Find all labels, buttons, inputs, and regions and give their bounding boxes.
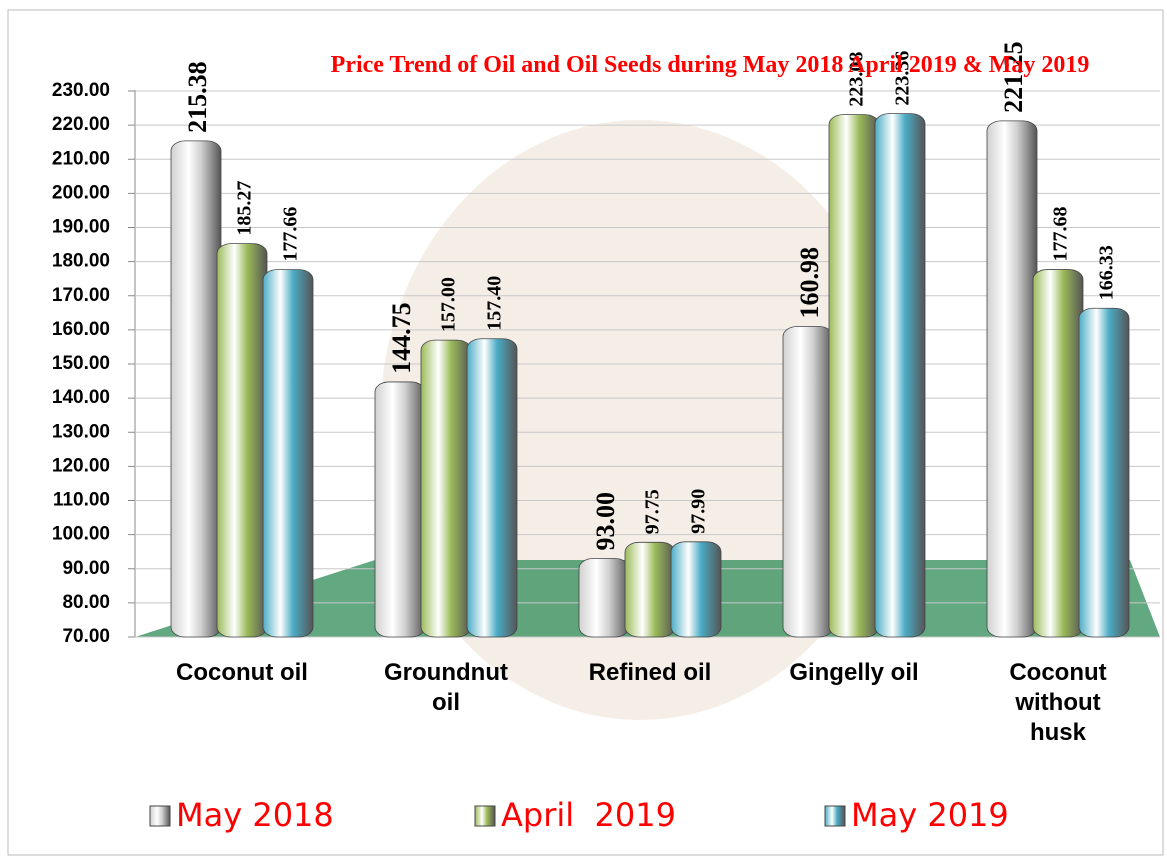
y-tick-label: 150.00 — [52, 353, 110, 374]
x-tick-label: Groundnut oil — [376, 658, 516, 718]
y-tick-label: 120.00 — [52, 455, 110, 476]
page: 70.00 80.00 90.00 100.00 110.00 120.00 130.00 1… — [0, 0, 1167, 859]
value-label: 215.38 — [183, 61, 212, 133]
bar — [671, 542, 721, 637]
y-tick-label: 180.00 — [52, 251, 110, 272]
value-label: 177.68 — [1050, 207, 1072, 262]
x-tick-label: Gingelly oil — [764, 658, 944, 688]
y-tick-label: 160.00 — [52, 319, 110, 340]
y-tick-label: 210.00 — [52, 148, 110, 169]
bar — [579, 559, 629, 637]
x-tick-label: Coconut oil — [152, 658, 332, 688]
y-tick-label: 200.00 — [52, 182, 110, 203]
bar — [783, 327, 833, 637]
value-label: 166.33 — [1096, 245, 1118, 300]
y-tick-label: 140.00 — [52, 387, 110, 408]
y-tick-label: 190.00 — [52, 217, 110, 238]
y-tick-label: 70.00 — [62, 626, 110, 647]
bar — [421, 340, 471, 637]
legend-marker — [825, 806, 845, 826]
legend-label: May 2019 — [851, 796, 1009, 834]
legend-label: April 2019 — [501, 796, 676, 834]
y-tick-label: 130.00 — [52, 421, 110, 442]
bar — [171, 141, 221, 637]
bar — [987, 121, 1037, 637]
bar — [625, 542, 675, 637]
x-tick-label: Coconut without husk — [988, 658, 1128, 748]
legend-marker — [150, 806, 170, 826]
value-label: 97.75 — [642, 489, 664, 534]
y-tick-label: 170.00 — [52, 285, 110, 306]
y-tick-label: 80.00 — [62, 592, 110, 613]
value-label: 157.40 — [484, 276, 506, 331]
y-tick-label: 230.00 — [52, 80, 110, 101]
value-label: 177.66 — [280, 207, 302, 262]
chart-title: Price Trend of Oil and Oil Seeds during … — [240, 52, 1167, 78]
value-label: 144.75 — [387, 302, 416, 374]
legend-label: May 2018 — [176, 796, 334, 834]
bar — [217, 244, 267, 637]
bar — [829, 115, 879, 637]
y-tick-label: 100.00 — [52, 524, 110, 545]
value-label: 157.00 — [438, 277, 460, 332]
bar — [375, 382, 425, 637]
value-label: 97.90 — [688, 489, 710, 534]
y-tick-label: 110.00 — [53, 490, 110, 511]
bar — [263, 270, 313, 637]
y-tick-label: 220.00 — [52, 114, 110, 135]
bar — [1079, 308, 1129, 637]
legend-marker — [475, 806, 495, 826]
y-tick-label: 90.00 — [62, 558, 110, 579]
value-label: 93.00 — [591, 492, 620, 551]
x-tick-label: Refined oil — [560, 658, 740, 688]
value-label: 185.27 — [234, 181, 256, 236]
bar — [1033, 270, 1083, 637]
value-label: 160.98 — [795, 247, 824, 319]
bar — [467, 339, 517, 637]
bar — [875, 114, 925, 637]
